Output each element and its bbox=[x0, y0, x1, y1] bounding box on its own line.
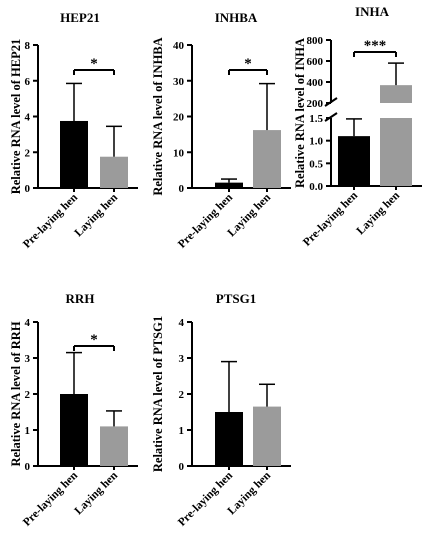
x-category-label: Pre-laying hen bbox=[176, 191, 236, 251]
bar bbox=[215, 412, 243, 466]
y-tick-label: 2 bbox=[25, 389, 31, 401]
y-tick-label: 3 bbox=[179, 353, 185, 365]
bar bbox=[100, 156, 128, 188]
bar bbox=[215, 182, 243, 188]
y-tick-label: 6 bbox=[25, 76, 31, 88]
x-category-label: Laying hen bbox=[73, 191, 121, 239]
y-tick-label: 1 bbox=[25, 425, 31, 437]
y-tick-label: 2 bbox=[179, 389, 185, 401]
chart-panel-inhba: INHBA Relative RNA level of INHBA 0 10 20 30 4… bbox=[151, 10, 291, 251]
y-tick-label: 0 bbox=[25, 461, 31, 473]
chart-panel-ptsg1: PTSG1 Relative RNA level of PTSG1 0 1 2 3 4 Pre… bbox=[151, 291, 291, 529]
x-category-label: Pre-laying hen bbox=[21, 191, 81, 251]
bar bbox=[60, 394, 88, 466]
y-tick-label: 1.0 bbox=[309, 136, 323, 148]
chart-title: PTSG1 bbox=[216, 291, 256, 306]
significance-label: * bbox=[90, 56, 98, 72]
chart-panel-inha: INHA Relative RNA level of INHA 0.0 0.5 1.0 1… bbox=[293, 4, 422, 249]
bar bbox=[380, 118, 412, 186]
chart-title: RRH bbox=[66, 291, 95, 306]
y-tick-label: 20 bbox=[173, 112, 185, 124]
x-category-label: Pre-laying hen bbox=[301, 189, 361, 249]
y-tick-label: 3 bbox=[25, 353, 31, 365]
bar bbox=[253, 130, 281, 188]
significance-label: *** bbox=[364, 38, 387, 54]
x-category-label: Laying hen bbox=[355, 189, 403, 237]
bar bbox=[100, 426, 128, 466]
bar bbox=[380, 85, 412, 103]
y-tick-label: 600 bbox=[307, 56, 324, 68]
y-axis-label: Relative RNA level of PTSG1 bbox=[151, 316, 165, 472]
y-tick-label: 800 bbox=[307, 35, 324, 47]
y-tick-label: 200 bbox=[307, 98, 324, 110]
y-tick-label: 2 bbox=[25, 147, 31, 159]
significance-label: * bbox=[244, 56, 252, 72]
y-axis-label: Relative RNA level of INHBA bbox=[151, 37, 165, 195]
bar bbox=[338, 136, 370, 186]
y-tick-label: 4 bbox=[179, 317, 185, 329]
y-tick-label: 8 bbox=[25, 40, 31, 52]
y-tick-label: 1.5 bbox=[309, 113, 323, 125]
y-tick-label: 4 bbox=[25, 317, 31, 329]
significance-label: * bbox=[90, 332, 98, 348]
y-tick-label: 400 bbox=[307, 77, 324, 89]
x-category-label: Laying hen bbox=[73, 469, 121, 517]
y-tick-label: 0.0 bbox=[309, 181, 323, 193]
y-tick-label: 4 bbox=[25, 112, 31, 124]
y-tick-label: 30 bbox=[173, 76, 185, 88]
y-tick-label: 0 bbox=[179, 183, 185, 195]
bar bbox=[253, 406, 281, 466]
y-tick-label: 10 bbox=[173, 147, 185, 159]
y-tick-label: 0 bbox=[25, 183, 31, 195]
y-axis-label: Relative RNA level of INHA bbox=[293, 38, 307, 188]
y-tick-label: 0 bbox=[179, 461, 185, 473]
chart-title: HEP21 bbox=[60, 10, 100, 25]
y-tick-label: 40 bbox=[173, 40, 185, 52]
chart-panel-hep21: HEP21 Relative RNA level of HEP21 0 2 4 6 8 Pre… bbox=[9, 10, 138, 251]
bar bbox=[60, 120, 88, 188]
chart-title: INHBA bbox=[215, 10, 258, 25]
x-category-label: Pre-laying hen bbox=[176, 469, 236, 529]
y-axis-label: Relative RNA level of HEP21 bbox=[9, 39, 23, 195]
y-tick-label: 0.5 bbox=[309, 158, 323, 170]
chart-title: INHA bbox=[355, 4, 390, 19]
y-tick-label: 1 bbox=[179, 425, 185, 437]
y-axis-label: Relative RNA level of RRH bbox=[9, 321, 23, 466]
x-category-label: Pre-laying hen bbox=[21, 469, 81, 529]
